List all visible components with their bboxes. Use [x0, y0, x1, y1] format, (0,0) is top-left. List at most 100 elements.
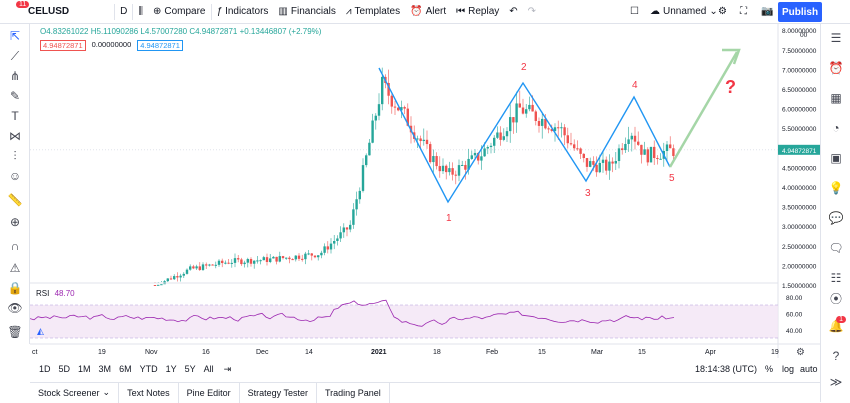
- streams-icon[interactable]: ☷: [830, 271, 842, 285]
- candle-body: [249, 259, 253, 264]
- candle-body: [515, 103, 518, 123]
- text-icon[interactable]: T: [11, 109, 19, 123]
- tab-text-notes[interactable]: Text Notes: [119, 382, 179, 403]
- help-icon[interactable]: ?: [832, 349, 840, 363]
- range-button[interactable]: 6M: [119, 364, 132, 374]
- cursor-icon[interactable]: ⇱: [9, 29, 21, 43]
- alert-button[interactable]: ⏰ Alert: [405, 0, 451, 24]
- fx-icon: ƒ: [216, 6, 223, 17]
- bid-price[interactable]: 4.94872871: [40, 40, 86, 51]
- candle-body: [240, 259, 243, 265]
- data-window-icon[interactable]: ▦: [830, 91, 842, 105]
- candle-body: [665, 144, 669, 151]
- alarm-clock-icon: ⏰: [410, 6, 423, 17]
- watchlist-icon[interactable]: ☰: [830, 31, 842, 45]
- price-chart[interactable]: 1 2 3 4 5? 8.00000000 7.50000000 7.00000000 6.5…: [30, 24, 820, 358]
- collapse-icon[interactable]: ≫: [829, 375, 843, 389]
- redo-button[interactable]: ↷: [523, 0, 541, 24]
- pattern-icon[interactable]: ⋈: [9, 129, 21, 143]
- tab-trading-panel[interactable]: Trading Panel: [317, 382, 390, 403]
- zoom-in-icon[interactable]: ⊕: [9, 215, 21, 229]
- candle-body: [659, 158, 662, 160]
- rsi-band: [30, 305, 778, 338]
- alerts-clock-icon[interactable]: ⏰: [828, 61, 844, 75]
- candle-body: [166, 278, 169, 282]
- percent-toggle[interactable]: %: [765, 364, 774, 374]
- chevron-down-icon: ⌄: [709, 6, 718, 17]
- wave-label: 3: [585, 188, 591, 199]
- range-button[interactable]: 1Y: [165, 364, 177, 374]
- lock-drawings-icon[interactable]: ⚠: [9, 261, 21, 275]
- notifications-badge: 1: [836, 316, 846, 323]
- layout-toggle[interactable]: ☐: [625, 0, 644, 24]
- ask-price[interactable]: 4.94872871: [137, 40, 183, 51]
- emoji-icon[interactable]: ☺: [8, 169, 22, 183]
- tv-logo-icon: ◭: [37, 327, 44, 337]
- bar-chart-icon: ▥: [278, 6, 288, 17]
- log-toggle[interactable]: log: [782, 364, 795, 374]
- range-button[interactable]: 3M: [98, 364, 112, 374]
- clock[interactable]: 18:14:38 (UTC): [695, 364, 758, 374]
- publish-button[interactable]: Publish: [778, 2, 822, 22]
- candle-body: [301, 258, 304, 260]
- candle-body: [480, 156, 483, 161]
- fullscreen-button[interactable]: ⛶: [735, 0, 752, 24]
- goto-date-icon[interactable]: ⇥: [223, 363, 232, 374]
- ruler-icon[interactable]: 📏: [7, 193, 23, 207]
- eye-icon[interactable]: 👁: [7, 301, 23, 315]
- range-button[interactable]: YTD: [139, 364, 158, 374]
- layout-name-button[interactable]: ☁ Unnamed ⌄: [645, 0, 723, 24]
- time-tick: Feb: [486, 349, 498, 356]
- auto-toggle[interactable]: auto: [800, 364, 818, 374]
- candle-body: [256, 260, 259, 262]
- calendar-icon[interactable]: ▣: [830, 151, 842, 165]
- chart-type-button[interactable]: ⫼: [133, 0, 148, 24]
- tab-stock-screener[interactable]: Stock Screener ⌄: [30, 382, 120, 403]
- camera-icon: 📷: [761, 6, 774, 17]
- range-button[interactable]: 5D: [58, 364, 71, 374]
- magnet-icon[interactable]: ∩: [10, 239, 20, 253]
- tab-pine-editor[interactable]: Pine Editor: [179, 382, 240, 403]
- financials-button[interactable]: ▥ Financials: [273, 0, 340, 24]
- templates-button[interactable]: ⩘ Templates: [341, 0, 405, 24]
- range-button[interactable]: 1D: [39, 364, 51, 374]
- settings-button[interactable]: ⚙: [713, 0, 732, 24]
- lock-icon[interactable]: 🔒: [7, 281, 23, 295]
- tab-strategy-tester[interactable]: Strategy Tester: [240, 382, 318, 403]
- messages-icon[interactable]: 🗨: [828, 241, 844, 255]
- replay-icon: ⏮: [456, 6, 466, 17]
- candle-body: [531, 104, 534, 112]
- fib-icon[interactable]: ⋔: [9, 69, 21, 83]
- interval-button[interactable]: D: [115, 0, 132, 24]
- pie-chart-icon[interactable]: ◔: [832, 121, 840, 135]
- candle-body: [544, 118, 547, 129]
- wave-label: 5: [669, 173, 675, 184]
- range-button[interactable]: All: [203, 364, 214, 374]
- candle-body: [425, 139, 429, 145]
- snapshot-button[interactable]: 📷: [756, 0, 778, 24]
- candle-body: [608, 161, 611, 171]
- lightbulb-icon[interactable]: 💡: [828, 181, 844, 195]
- broadcast-icon[interactable]: ⦿: [829, 291, 842, 306]
- question-mark: ?: [725, 77, 736, 97]
- prediction-icon[interactable]: ⫶: [13, 148, 17, 163]
- candle-body: [275, 256, 278, 262]
- replay-button[interactable]: ⏮ Replay: [451, 0, 504, 24]
- candle-body: [281, 256, 285, 259]
- compare-button[interactable]: ⊕ Compare: [148, 0, 211, 24]
- trash-icon[interactable]: 🗑: [7, 325, 23, 339]
- axis-settings-icon: ⚙: [796, 347, 805, 358]
- trend-line-icon[interactable]: ⟋: [10, 48, 20, 63]
- time-axis[interactable]: ct 19 Nov 16 Dec 14 2021 18 Feb 15 Mar 15 Apr 19 ⚙: [30, 343, 820, 358]
- indicators-button[interactable]: ƒ Indicators: [212, 0, 274, 24]
- pattern-drawing[interactable]: [378, 48, 741, 204]
- candle-body: [637, 141, 640, 145]
- chat-icon[interactable]: 💬: [828, 211, 844, 225]
- symbol-search[interactable]: CELUSD: [0, 0, 74, 24]
- candle-body: [611, 161, 614, 164]
- range-button[interactable]: 1M: [78, 364, 91, 374]
- undo-button[interactable]: ↶: [504, 0, 522, 24]
- range-button[interactable]: 5Y: [184, 364, 196, 374]
- brush-icon[interactable]: ✎: [9, 89, 21, 103]
- candle-body: [221, 260, 224, 264]
